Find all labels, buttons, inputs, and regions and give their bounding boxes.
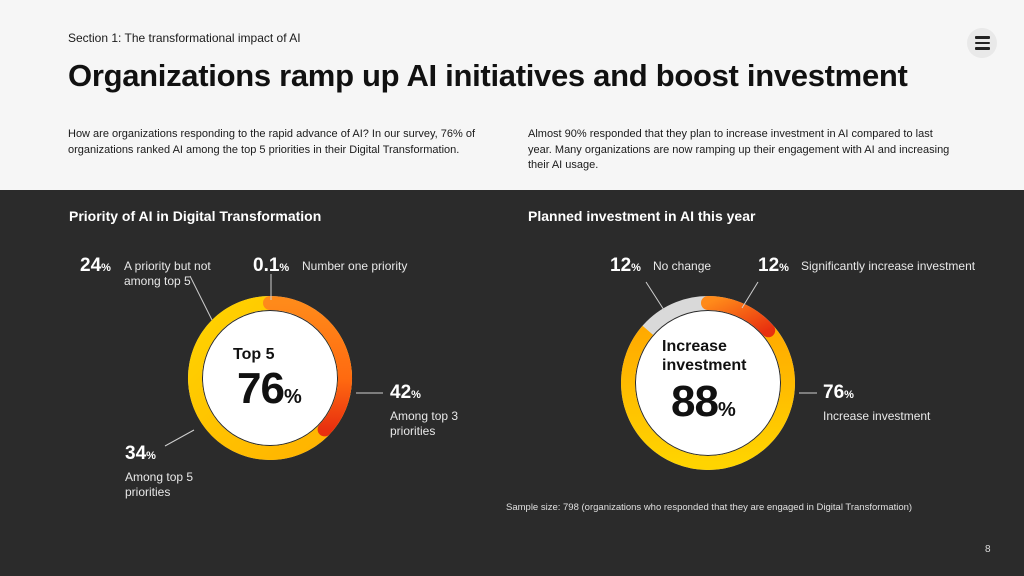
intro-left: How are organizations responding to the … — [68, 128, 476, 156]
sample-size-note: Sample size: 798 (organizations who resp… — [506, 502, 913, 513]
chart1-seg2-value: 0.1% — [253, 255, 290, 276]
chart1-seg2-label: Number one priority — [302, 259, 408, 273]
chart1-center-label: Top 5 — [233, 346, 275, 363]
chart1-seg4-label: Among top 5 priorities — [125, 470, 194, 499]
chart1-seg3-value: 42% — [390, 382, 421, 403]
chart2-donut — [621, 296, 795, 470]
chart2-center-label: Increase investment — [662, 338, 747, 374]
chart2-slice-significant — [701, 296, 776, 338]
chart1-seg1-label: A priority but not among top 5 — [124, 259, 211, 288]
chart2-center — [636, 311, 780, 455]
chart1-seg1-value: 24% — [80, 255, 111, 276]
chart2-title: Planned investment in AI this year — [528, 208, 756, 224]
chart2-seg1-label: No change — [653, 259, 712, 273]
charts-panel: Priority of AI in Digital Transformation… — [0, 190, 1024, 576]
chart2-seg2-value: 12% — [758, 255, 789, 276]
chart2-seg3-value: 76% — [823, 382, 854, 403]
header-band: Section 1: The transformational impact o… — [0, 0, 1024, 190]
page-number: 8 — [985, 544, 991, 555]
chart1-leaders — [164, 274, 383, 447]
hamburger-menu-icon[interactable] — [967, 28, 997, 58]
chart2-seg3-label: Increase investment — [823, 409, 931, 423]
section-label: Section 1: The transformational impact o… — [68, 31, 301, 45]
chart1-slice-top3 — [263, 296, 352, 437]
chart2-seg1-value: 12% — [610, 255, 641, 276]
chart1-center — [203, 311, 337, 445]
chart1-seg4-value: 34% — [125, 443, 156, 464]
chart1-donut — [188, 296, 352, 460]
chart1-center-value: 76% — [237, 364, 302, 413]
chart2-center-value: 88% — [671, 377, 736, 426]
chart1-seg3-label: Among top 3 priorities — [390, 409, 459, 438]
intro-right: Almost 90% responded that they plan to i… — [528, 128, 950, 171]
chart2-slice-increase — [621, 325, 795, 470]
chart2-seg2-label: Significantly increase investment — [801, 259, 976, 273]
chart2-leaders — [645, 281, 817, 394]
chart1-title: Priority of AI in Digital Transformation — [69, 208, 322, 224]
page-title: Organizations ramp up AI initiatives and… — [68, 58, 908, 93]
